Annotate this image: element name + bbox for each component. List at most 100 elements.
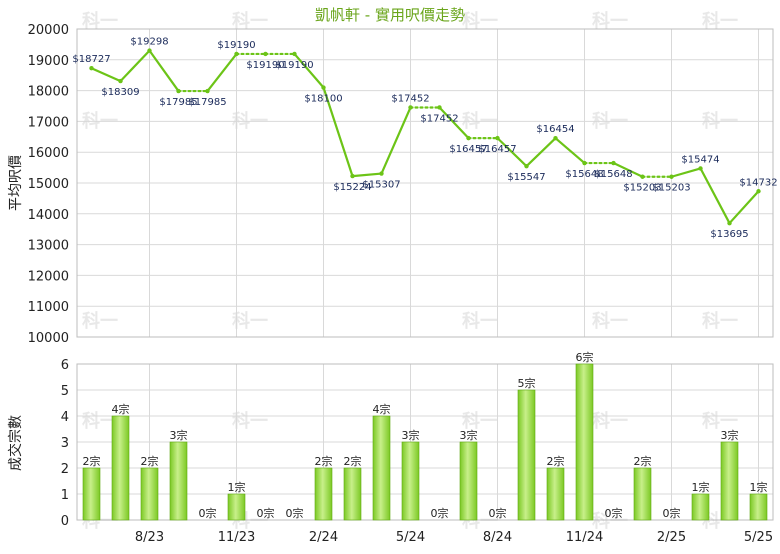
watermark-text: 科一	[82, 310, 118, 332]
watermark-text: 科一	[462, 10, 498, 32]
price-point-label: $15203	[623, 183, 661, 194]
count-axis-label: 成交宗數	[7, 415, 24, 471]
price-line-segment	[119, 49, 151, 83]
price-point-label: $15307	[362, 180, 400, 191]
bar-value-label: 1宗	[228, 480, 246, 494]
price-point-label: $15648	[565, 169, 603, 180]
price-point-label: $17985	[188, 97, 226, 108]
price-point	[727, 220, 732, 226]
bar-value-label: 0宗	[257, 506, 275, 520]
upper-grid: 10000 11000 12000 13000 14000 15000 16000 17000…	[28, 23, 774, 346]
bar-value-label: 0宗	[431, 506, 449, 520]
bar-value-label: 5宗	[518, 376, 536, 390]
price-tick-label: 14000	[28, 208, 69, 223]
count-tick-label: 6	[61, 358, 69, 373]
transaction-bar	[749, 493, 768, 521]
price-tick-label: 19000	[28, 54, 69, 69]
price-point-label: $16457	[478, 144, 516, 155]
price-point	[205, 88, 210, 94]
price-point-label: $19190	[246, 60, 284, 71]
count-tick-label: 5	[61, 384, 69, 399]
bar-value-label: 4宗	[112, 402, 130, 416]
price-tick-label: 13000	[28, 239, 69, 254]
transaction-bar	[633, 467, 652, 521]
transaction-bar	[575, 363, 594, 521]
bar-value-label: 1宗	[692, 480, 710, 494]
watermark-text: 科一	[232, 410, 268, 432]
price-point-label: $19298	[130, 37, 168, 48]
price-point	[118, 78, 123, 84]
watermark-text: 科一	[462, 310, 498, 332]
price-point	[263, 51, 268, 57]
bar-value-label: 0宗	[489, 506, 507, 520]
price-line-segment	[90, 67, 122, 83]
x-tick-label: 5/24	[396, 530, 425, 545]
price-point-label: $19190	[217, 40, 255, 51]
bar-value-label: 4宗	[373, 402, 391, 416]
transaction-bar	[691, 493, 710, 521]
price-line-segment	[496, 137, 528, 168]
bar-value-label: 2宗	[344, 454, 362, 468]
bar-series: 2宗 4宗 2宗 3宗 0宗 1宗 0宗 0宗 2宗 2宗 4宗 3宗 0宗 3宗 0宗 5宗 2宗 6宗 0宗 2宗…	[83, 350, 768, 521]
chart-title: 凱帆軒 - 實用呎價走勢	[315, 6, 465, 24]
count-tick-label: 4	[61, 410, 69, 425]
price-line-series	[89, 48, 761, 226]
watermark-text: 科一	[592, 510, 628, 532]
price-tick-label: 11000	[28, 300, 69, 315]
count-tick-label: 1	[61, 488, 69, 503]
price-point	[408, 105, 413, 110]
x-tick-label: 2/24	[309, 530, 338, 545]
bar-value-label: 2宗	[141, 454, 159, 468]
watermark-text: 科一	[592, 10, 628, 32]
bar-value-label: 3宗	[170, 428, 188, 442]
price-point	[89, 66, 94, 71]
price-line-segment	[554, 137, 586, 165]
price-point-label: $13695	[710, 229, 748, 240]
bar-value-label: 1宗	[750, 480, 768, 494]
bar-value-label: 3宗	[721, 428, 739, 442]
price-point-label: $14732	[739, 177, 777, 188]
price-line-segment	[206, 52, 238, 93]
price-point-label: $15224	[333, 182, 371, 193]
price-point	[669, 174, 674, 179]
price-point-label: $19190	[275, 60, 313, 71]
count-tick-label: 0	[61, 514, 69, 529]
price-point	[756, 189, 761, 194]
price-point-label: $16457	[449, 144, 487, 155]
transaction-bar	[343, 467, 362, 521]
price-line-segment	[322, 86, 354, 178]
transaction-bar	[372, 415, 391, 521]
price-tick-label: 20000	[28, 23, 69, 38]
bar-value-label: 3宗	[460, 428, 478, 442]
price-point-label: $15474	[681, 154, 719, 165]
bar-value-label: 6宗	[576, 350, 594, 364]
bar-value-label: 2宗	[83, 454, 101, 468]
price-tick-label: 18000	[28, 85, 69, 100]
price-line-segment	[699, 167, 731, 225]
x-tick-label: 2/25	[657, 530, 686, 545]
price-tick-label: 16000	[28, 146, 69, 161]
price-point	[524, 163, 529, 169]
price-tick-label: 10000	[28, 331, 69, 346]
price-point	[321, 85, 326, 90]
price-point	[582, 160, 587, 166]
bar-value-label: 2宗	[315, 454, 333, 468]
price-point-label: $15203	[652, 183, 690, 194]
price-point-label: $15547	[507, 172, 545, 183]
bar-value-label: 0宗	[605, 506, 623, 520]
price-line-segment	[380, 106, 412, 175]
price-point-label: $18309	[101, 87, 139, 98]
transaction-bar	[140, 467, 159, 521]
watermark-text: 科一	[82, 10, 118, 32]
watermark-text: 科一	[232, 10, 268, 32]
price-point	[437, 105, 442, 110]
price-point-label: $18727	[72, 54, 110, 65]
watermark-text: 科一	[232, 310, 268, 332]
price-point	[698, 166, 703, 171]
price-point	[553, 136, 558, 141]
price-point	[292, 51, 297, 57]
bar-value-label: 2宗	[634, 454, 652, 468]
price-line-segment	[670, 167, 702, 178]
bar-value-label: 0宗	[663, 506, 681, 520]
